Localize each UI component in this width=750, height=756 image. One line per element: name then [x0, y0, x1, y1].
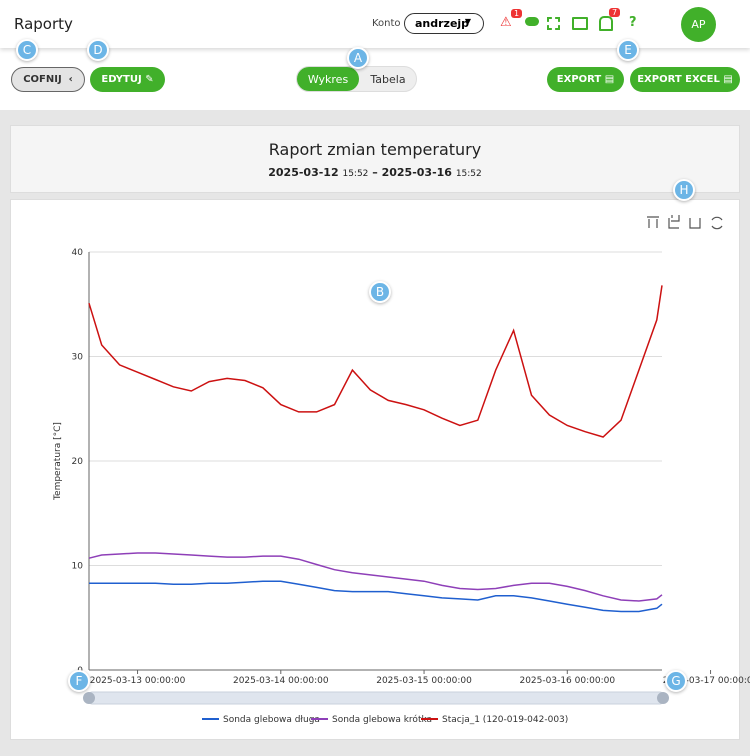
tool-icon[interactable]	[668, 215, 680, 229]
edit-label: EDYTUJ	[101, 74, 142, 85]
bell-icon[interactable]	[599, 16, 613, 31]
export-label: EXPORT	[556, 74, 602, 85]
zoom-slider[interactable]	[88, 691, 664, 705]
export-button[interactable]: EXPORT ▤	[547, 67, 624, 92]
tool-icon[interactable]	[647, 216, 659, 228]
help[interactable]: ?	[629, 15, 637, 30]
chart-toolbox[interactable]	[647, 215, 723, 230]
annotation-badge: E	[617, 39, 639, 61]
slider-handle[interactable]	[657, 692, 669, 704]
annotation-badge: C	[16, 39, 38, 61]
legend-label: Sonda glebowa długa	[223, 715, 320, 725]
avatar[interactable]: AP	[681, 7, 716, 42]
annotation-badge: A	[347, 47, 369, 69]
x-tick-label: 2025-03-15 00:00:00	[376, 676, 472, 686]
y-tick-label: 10	[72, 562, 84, 572]
tool-icon[interactable]	[689, 218, 701, 229]
series-line	[88, 285, 663, 438]
annotation-badge: H	[673, 179, 695, 201]
annotation-badge: G	[665, 670, 687, 692]
y-tick-label: 20	[72, 457, 84, 467]
cloud-icon[interactable]	[525, 17, 539, 26]
annotation-badge: D	[87, 39, 109, 61]
report-title: Raport zmian temperatury	[268, 140, 482, 159]
view-tabs: Wykres Tabela	[296, 66, 417, 92]
from-time: 15:52	[342, 169, 369, 179]
edit-button[interactable]: EDYTUJ ✎	[90, 67, 165, 92]
header: Raporty Konto andrzejp ▼ ⚠ 1 7 ? AP	[0, 0, 750, 48]
x-tick-label: 2025-03-17 00:00:00	[663, 676, 750, 686]
alerts-badge: 1	[511, 9, 523, 18]
export-excel-button[interactable]: EXPORT EXCEL ▤	[630, 67, 740, 92]
to-time: 15:52	[455, 169, 482, 179]
back-button[interactable]: COFNIJ ‹	[11, 67, 85, 92]
to-date: 2025-03-16	[381, 166, 452, 179]
back-label: COFNIJ	[23, 74, 62, 85]
caret: ▼	[464, 17, 471, 26]
y-tick-label: 30	[72, 353, 84, 363]
alerts-icon[interactable]: ⚠	[500, 15, 512, 30]
account-label: Konto	[372, 18, 401, 29]
tab-active[interactable]: Wykres	[297, 67, 359, 91]
notifications-badge: 7	[609, 8, 621, 17]
export-excel-label: EXPORT EXCEL	[637, 74, 720, 85]
account-name: andrzejp	[415, 17, 470, 30]
legend-label: Stacja_1 (120-019-042-003)	[442, 715, 568, 725]
y-axis-label: Temperatura [°C]	[53, 422, 63, 501]
report-range: 2025-03-12 15:52 – 2025-03-16 15:52	[11, 166, 739, 179]
fullscreen-icon[interactable]	[547, 17, 560, 30]
x-tick-label: 2025-03-13 00:00:00	[90, 676, 186, 686]
tab[interactable]: Tabela	[370, 72, 406, 86]
x-tick-label: 2025-03-16 00:00:00	[519, 676, 615, 686]
annotation-badge: F	[68, 670, 90, 692]
page-title: Raporty	[14, 15, 73, 33]
mail-icon[interactable]	[572, 17, 588, 30]
separator: –	[372, 166, 378, 179]
account-select[interactable]: andrzejp ▼	[404, 13, 484, 34]
y-tick-label: 40	[72, 248, 84, 258]
series-line	[89, 580, 663, 613]
series-line	[88, 552, 663, 602]
annotation-badge: B	[369, 281, 391, 303]
slider-handle[interactable]	[83, 692, 95, 704]
x-tick-label: 2025-03-14 00:00:00	[233, 676, 329, 686]
tool-icon[interactable]	[711, 216, 723, 230]
legend-label: Sonda glebowa krótka	[332, 714, 432, 725]
from-date: 2025-03-12	[268, 166, 339, 179]
report-header: Raport zmian temperatury 2025-03-12 15:5…	[10, 125, 740, 193]
